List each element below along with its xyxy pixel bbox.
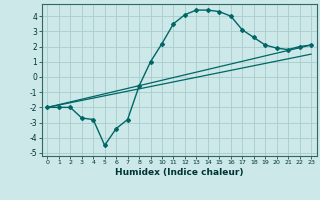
X-axis label: Humidex (Indice chaleur): Humidex (Indice chaleur): [115, 168, 244, 177]
